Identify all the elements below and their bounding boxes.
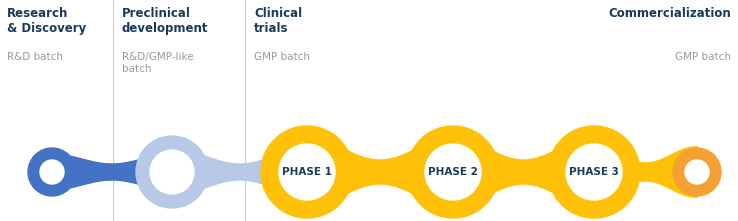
Circle shape: [548, 126, 640, 218]
Circle shape: [150, 150, 194, 194]
Polygon shape: [307, 137, 453, 206]
Text: Clinical
trials: Clinical trials: [254, 7, 302, 35]
Circle shape: [136, 136, 208, 208]
Text: PHASE 3: PHASE 3: [569, 167, 619, 177]
Polygon shape: [172, 149, 307, 195]
Text: GMP batch: GMP batch: [675, 52, 731, 62]
Circle shape: [673, 148, 721, 196]
Circle shape: [407, 126, 499, 218]
Circle shape: [279, 144, 335, 200]
Circle shape: [40, 160, 64, 184]
Text: Research
& Discovery: Research & Discovery: [7, 7, 86, 35]
Text: Commercialization: Commercialization: [608, 7, 731, 20]
Text: Preclinical
development: Preclinical development: [122, 7, 209, 35]
Circle shape: [685, 160, 709, 184]
Text: R&D batch: R&D batch: [7, 52, 63, 62]
Text: PHASE 1: PHASE 1: [282, 167, 332, 177]
Polygon shape: [52, 154, 172, 190]
Circle shape: [425, 144, 481, 200]
Circle shape: [566, 144, 622, 200]
Text: R&D/GMP-like
batch: R&D/GMP-like batch: [122, 52, 193, 74]
Text: PHASE 2: PHASE 2: [428, 167, 478, 177]
Circle shape: [28, 148, 76, 196]
Text: GMP batch: GMP batch: [254, 52, 310, 62]
Circle shape: [261, 126, 353, 218]
Polygon shape: [453, 137, 594, 206]
Polygon shape: [594, 147, 697, 197]
